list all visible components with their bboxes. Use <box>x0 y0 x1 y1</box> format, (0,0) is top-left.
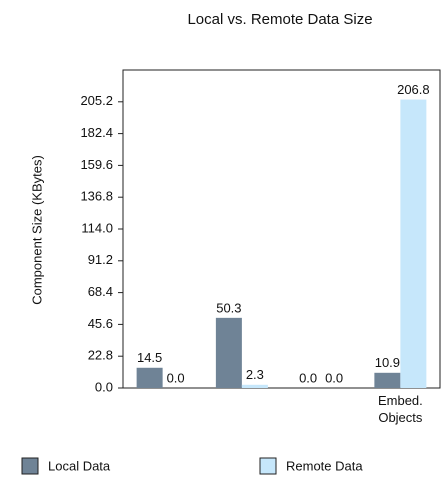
y-tick-label: 45.6 <box>88 316 113 331</box>
x-tick-label: Embed. Objects <box>378 393 423 425</box>
y-tick-label: 22.8 <box>88 348 113 363</box>
y-tick-label: 205.2 <box>80 93 113 108</box>
bar <box>374 372 401 388</box>
value-label: 206.8 <box>397 82 430 97</box>
legend-label: Remote Data <box>286 458 363 473</box>
bar <box>241 384 268 388</box>
y-tick-label: 68.4 <box>88 284 113 299</box>
value-label: 0.0 <box>325 370 343 385</box>
y-tick-label: 182.4 <box>80 125 113 140</box>
bar <box>215 317 242 388</box>
y-tick-label: 159.6 <box>80 157 113 172</box>
y-tick-label: 136.8 <box>80 189 113 204</box>
legend-swatch <box>259 457 277 475</box>
bar <box>136 367 163 388</box>
value-label: 2.3 <box>246 367 264 382</box>
legend-swatch <box>21 457 39 475</box>
value-label: 10.9 <box>375 355 400 370</box>
value-label: 14.5 <box>137 350 162 365</box>
value-label: 0.0 <box>167 370 185 385</box>
y-tick-label: 0.0 <box>95 379 113 394</box>
legend-label: Local Data <box>48 458 111 473</box>
value-label: 0.0 <box>299 370 317 385</box>
value-label: 50.3 <box>216 300 241 315</box>
y-tick-label: 91.2 <box>88 252 113 267</box>
plot-frame <box>122 69 441 389</box>
bar <box>400 99 427 388</box>
y-tick-label: 114.0 <box>81 220 113 235</box>
chart-title: Local vs. Remote Data Size <box>187 11 372 28</box>
y-axis-label: Component Size (KBytes) <box>29 155 44 305</box>
